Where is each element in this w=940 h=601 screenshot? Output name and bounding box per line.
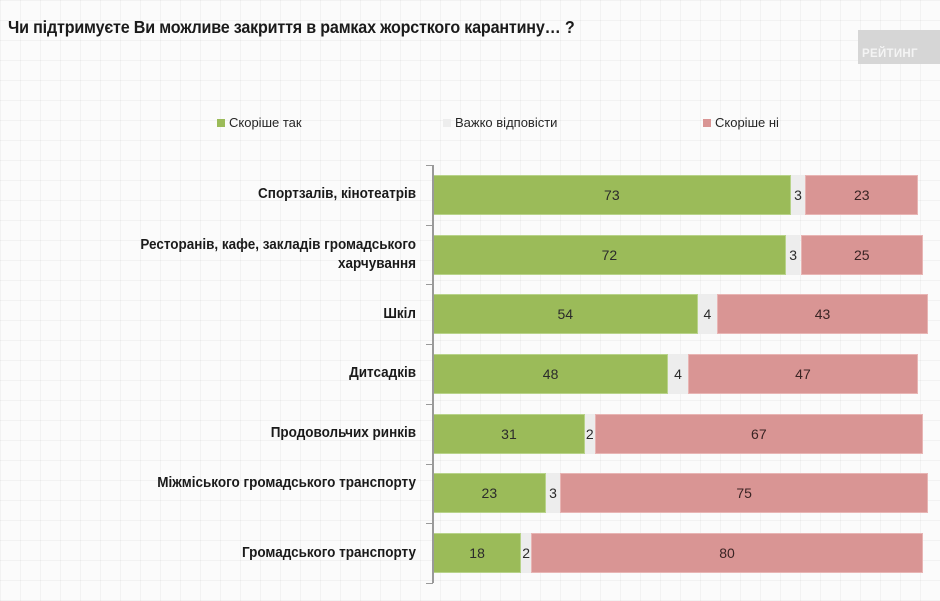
y-axis-tick <box>426 165 433 166</box>
data-label-no: 25 <box>853 247 870 263</box>
bar-segment-hard: 3 <box>545 473 561 513</box>
legend-swatch-yes <box>217 118 225 127</box>
bar-segment-no: 75 <box>560 473 928 513</box>
data-label-no: 80 <box>719 545 735 561</box>
bar-segment-yes: 73 <box>433 175 791 215</box>
data-label-hard: 2 <box>585 426 594 442</box>
bar-segment-no: 23 <box>805 175 919 215</box>
data-label-yes: 73 <box>604 187 620 203</box>
bar-segment-hard: 4 <box>697 294 718 334</box>
data-label-no: 67 <box>751 426 767 442</box>
data-label-hard: 4 <box>674 366 682 382</box>
category-label: Дитсадків <box>349 365 416 381</box>
data-label-no: 75 <box>736 485 752 501</box>
category-label: Шкіл <box>383 306 416 322</box>
bar-segment-yes: 31 <box>433 414 585 454</box>
bar-segment-no: 67 <box>594 414 923 454</box>
bar-segment-no: 43 <box>717 294 928 334</box>
y-axis-tick <box>426 344 433 345</box>
legend-item-yes: Скоріше так <box>217 115 302 130</box>
category-label: Спортзалів, кінотеатрів <box>258 186 416 202</box>
legend-label-no: Скоріше ні <box>715 115 779 130</box>
data-label-hard: 2 <box>522 545 530 561</box>
y-axis-tick <box>426 225 433 226</box>
y-axis-tick <box>426 404 433 405</box>
data-label-yes: 48 <box>542 366 559 382</box>
category-label: Продовольчих ринків <box>270 425 416 441</box>
bar-segment-hard: 2 <box>521 533 531 573</box>
y-axis-tick <box>426 583 433 584</box>
data-label-hard: 4 <box>703 306 712 322</box>
data-label-hard: 3 <box>789 247 798 263</box>
y-axis-tick <box>426 523 433 524</box>
data-label-yes: 54 <box>557 306 574 322</box>
data-label-no: 43 <box>814 306 831 322</box>
legend-swatch-no <box>703 118 711 127</box>
data-label-yes: 31 <box>501 426 517 442</box>
chart-legend: Скоріше так Важко відповісти Скоріше ні <box>0 115 940 135</box>
brand-logo: РЕЙТИНГ <box>858 30 940 64</box>
bar-segment-hard: 4 <box>668 354 688 394</box>
bar-segment-yes: 48 <box>433 354 669 394</box>
data-label-no: 23 <box>853 187 870 203</box>
bar-segment-yes: 23 <box>433 473 546 513</box>
data-label-yes: 72 <box>601 247 618 263</box>
brand-logo-text: РЕЙТИНГ <box>862 48 918 60</box>
y-axis-line <box>432 165 434 583</box>
data-label-yes: 23 <box>481 485 498 501</box>
data-label-hard: 3 <box>549 485 557 501</box>
data-label-no: 47 <box>795 366 811 382</box>
bar-segment-no: 80 <box>531 533 923 573</box>
legend-swatch-hard <box>443 118 451 127</box>
bar-segment-no: 25 <box>800 235 923 275</box>
bar-segment-yes: 72 <box>433 235 786 275</box>
bar-segment-yes: 18 <box>433 533 522 573</box>
y-axis-tick <box>426 284 433 285</box>
data-label-yes: 18 <box>469 545 485 561</box>
category-label: Ресторанів, кафе, закладів громадського … <box>140 237 416 272</box>
y-axis-tick <box>426 464 433 465</box>
bar-segment-no: 47 <box>687 354 919 394</box>
bar-segment-hard: 2 <box>584 414 595 454</box>
page-title: Чи підтримуєте Ви можливе закриття в рам… <box>8 17 575 37</box>
legend-label-yes: Скоріше так <box>229 115 302 130</box>
legend-item-hard: Важко відповісти <box>443 115 557 130</box>
category-label: Міжміського громадського транспорту <box>157 475 416 491</box>
data-label-hard: 3 <box>794 187 802 203</box>
category-label: Громадського транспорту <box>242 545 416 561</box>
legend-item-no: Скоріше ні <box>703 115 779 130</box>
bar-segment-hard: 3 <box>790 175 806 215</box>
bar-segment-hard: 3 <box>785 235 801 275</box>
bar-segment-yes: 54 <box>433 294 698 334</box>
legend-label-hard: Важко відповісти <box>455 115 558 130</box>
